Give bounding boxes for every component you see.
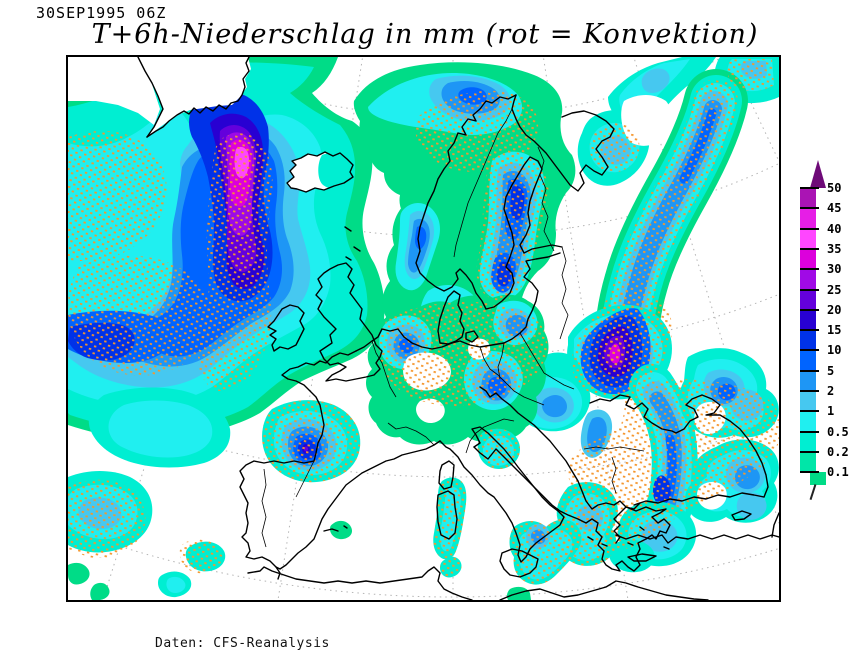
coastlines [137, 57, 779, 600]
legend-segment [800, 269, 816, 290]
legend-segment [800, 330, 816, 351]
legend-segment [800, 309, 816, 331]
legend-value-label: 10 [827, 343, 842, 358]
legend-segment [800, 228, 816, 250]
legend-segment [800, 431, 816, 453]
legend-tick [800, 247, 819, 250]
legend-tail-line [809, 484, 816, 501]
legend-tick [800, 369, 819, 372]
legend-value-label: 0.2 [827, 444, 849, 459]
legend-segment [800, 391, 816, 412]
legend-value-label: 1 [827, 404, 835, 419]
credits-block: Daten: CFS-Reanalysis (C) Wetterzentrale… [155, 605, 330, 657]
legend-tick [800, 308, 819, 311]
legend-tick [800, 207, 819, 210]
legend-value-label: 45 [827, 201, 842, 216]
iceland [287, 152, 354, 192]
legend-value-label: 0.1 [827, 465, 849, 480]
legend-value-label: 20 [827, 302, 842, 317]
legend-below-min-segment [810, 472, 826, 486]
map-frame [66, 55, 781, 602]
legend-tick [800, 471, 819, 474]
run-datetime-label: 30SEP1995 06Z [36, 4, 167, 22]
legend-value-label: 30 [827, 262, 842, 277]
europe-precipitation-map [68, 57, 779, 600]
credits-data-source: Daten: CFS-Reanalysis [155, 636, 330, 651]
legend-tick [800, 329, 819, 332]
legend-segment [800, 411, 816, 433]
color-scale-legend: 50 45 40 35 30 25 20 15 10 5 2 1 0.5 0.2 0.1 [800, 156, 850, 506]
legend-tick [800, 187, 819, 189]
legend-segment [800, 350, 816, 372]
country-borders [261, 108, 645, 548]
legend-tick [800, 227, 819, 230]
legend-tick [800, 288, 819, 291]
legend-arrow-tip-icon [810, 160, 826, 188]
legend-segment [800, 188, 816, 209]
legend-segment [800, 370, 816, 392]
legend-value-label: 15 [827, 323, 842, 338]
legend-tick [800, 349, 819, 352]
legend-tick [800, 450, 819, 453]
legend-value-label: 5 [827, 363, 835, 378]
legend-value-label: 2 [827, 384, 835, 398]
legend-segment [800, 451, 816, 473]
legend-value-label: 25 [827, 282, 842, 297]
legend-tick [800, 410, 819, 413]
legend-value-label: 35 [827, 241, 842, 256]
convection-dots-overlay [68, 59, 779, 585]
legend-segment [800, 208, 816, 230]
legend-segment [800, 289, 816, 311]
legend-segment [800, 248, 816, 270]
legend-value-label: 50 [827, 181, 842, 195]
legend-value-label: 40 [827, 221, 842, 236]
legend-tick [800, 390, 819, 392]
page-title: T+6h-Niederschlag in mm (rot = Konvektio… [91, 19, 759, 50]
legend-value-label: 0.5 [827, 424, 849, 439]
legend-tick [800, 268, 819, 271]
legend-tick [800, 430, 819, 433]
